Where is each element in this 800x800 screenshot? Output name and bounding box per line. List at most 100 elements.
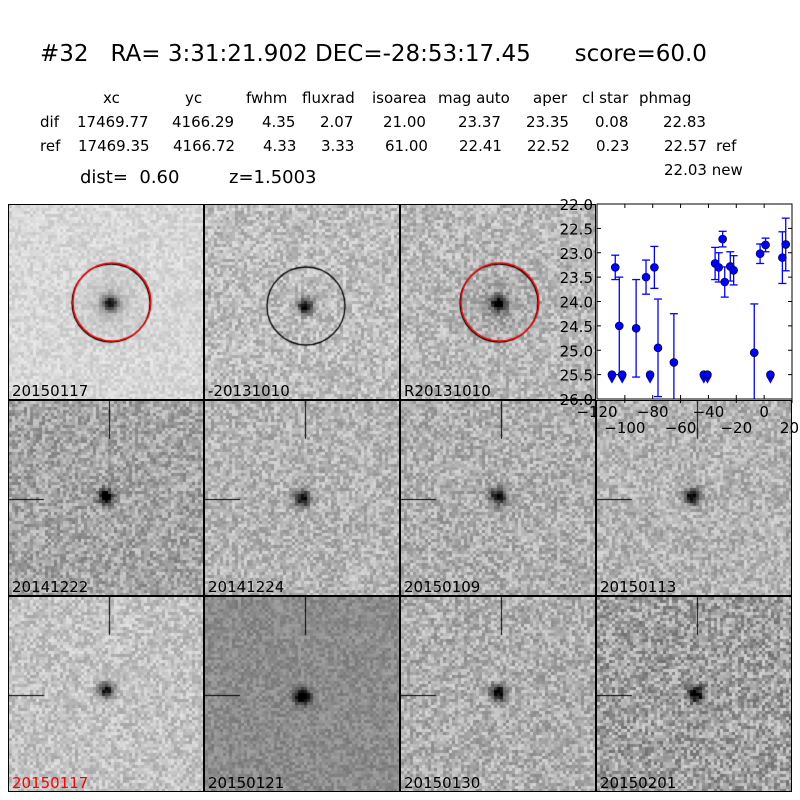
stamp-image [597,597,791,791]
image-stamp: 20150113 [596,400,792,596]
data-point [641,272,651,282]
image-stamp: 20150130 [400,596,596,792]
col-header-fluxrad: fluxrad [302,89,355,107]
stamp-date-label: 20150130 [404,774,481,792]
cell: 2.07 [320,113,354,131]
image-stamp: -20131010 [204,204,400,400]
stamp-date-label: 20150117 [12,382,89,400]
distance: dist= 0.60 [80,167,180,188]
data-point [729,265,738,275]
data-point [761,240,770,250]
image-stamp: 20141222 [8,400,204,596]
data-point [653,343,663,353]
row-label-ref: ref [40,137,61,155]
cell: 4166.29 [172,113,235,131]
col-header-cl-star: cl star [582,89,629,107]
plot-area [597,204,792,399]
data-point [617,370,627,379]
stamp-image [9,401,203,595]
stamp-image [9,597,203,791]
col-header-yc: yc [185,89,203,107]
data-point [614,321,624,331]
col-header-xc: xc [103,89,120,107]
cell: 17469.35 [78,137,150,155]
cell: 0.23 [596,137,630,155]
data-point [720,277,730,287]
cell: 3.33 [321,137,355,155]
upper-limit-arrow [618,376,627,384]
stamp-date-label: -20131010 [208,382,290,400]
stamp-image [401,401,595,595]
stamp-date-label: 20141224 [208,578,285,596]
stamp-image [205,401,399,595]
stamp-date-label: 20150201 [600,774,677,792]
plot-frame [596,203,793,400]
data-point [669,358,679,367]
image-stamp: 20141224 [204,400,400,596]
cell: 22.52 [527,137,570,155]
image-stamp: 20150121 [204,596,400,792]
cell: 4166.72 [173,137,236,155]
data-point [650,263,659,272]
stamp-date-label: 20141222 [12,578,89,596]
upper-limit-arrow [699,376,708,384]
stamp-date-label: 20150121 [208,774,285,792]
data-point [631,324,641,333]
data-point [781,240,791,249]
stamp-image [205,597,399,791]
cell: 23.37 [458,113,501,131]
data-point [714,263,724,272]
data-point [710,259,720,268]
stamp-image [401,597,595,791]
stamp-image [597,401,791,595]
new-mag: 22.03 new [664,161,743,179]
stamp-date-label: R20131010 [404,382,491,400]
col-header-fwhm: fwhm [246,89,288,107]
cell: 4.35 [262,113,296,131]
image-stamp: 20150117 [8,596,204,792]
col-header-mag-auto: mag auto [438,89,510,107]
col-header-phmag: phmag [639,89,692,107]
data-point [749,348,759,357]
col-header-isoarea: isoarea [372,89,427,107]
data-point [699,370,709,379]
stamp-image [401,205,595,399]
stamp-date-label: 20150109 [404,578,481,596]
cell: 17469.77 [77,113,149,131]
data-point [778,253,787,262]
stamp-date-label: 20150117 [12,774,89,792]
stamp-date-label: 20150113 [600,578,677,596]
data-point [607,370,617,379]
cell: 22.57 [664,137,707,155]
cell: 4.33 [263,137,297,155]
col-header-aper: aper [533,89,568,107]
cell-suffix: ref [716,137,737,155]
data-point [610,263,620,272]
cell: 22.83 [663,113,706,131]
data-point [703,370,712,379]
upper-limit-arrow [646,376,655,384]
cell: 22.41 [459,137,502,155]
candidate-title: #32 RA= 3:31:21.902 DEC=-28:53:17.45 sco… [40,41,707,67]
cell: 61.00 [385,137,428,155]
row-label-dif: dif [40,113,59,131]
upper-limit-arrow [766,376,775,384]
data-point [645,370,655,379]
image-stamp: 20150117 [8,204,204,400]
stamp-image [205,205,399,399]
data-point [725,262,735,271]
upper-limit-arrow [607,376,616,384]
data-point [766,370,775,379]
cell: 23.35 [526,113,569,131]
data-marks [607,217,791,399]
data-point [718,234,727,244]
stamp-image [9,205,203,399]
redshift: z=1.5003 [229,167,317,188]
upper-limit-arrow [703,376,712,384]
image-stamp: 20150109 [400,400,596,596]
cell: 0.08 [595,113,629,131]
image-stamp: R20131010 [400,204,596,400]
data-point [755,249,765,259]
cell: 21.00 [383,113,426,131]
image-stamp: 20150201 [596,596,792,792]
